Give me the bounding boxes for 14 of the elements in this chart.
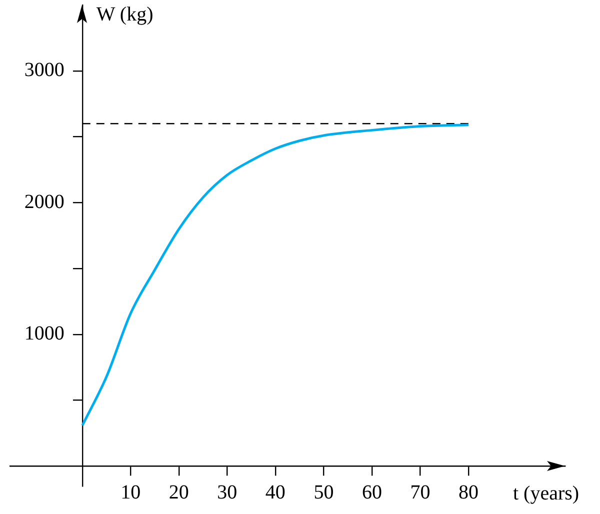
x-tick-label: 60 — [362, 481, 382, 504]
x-tick-label: 30 — [217, 481, 238, 504]
x-axis-title: t (years) — [513, 482, 580, 504]
x-tick-label: 80 — [458, 481, 478, 504]
y-axis-title: W (kg) — [96, 3, 154, 26]
y-tick-label: 1000 — [24, 322, 64, 345]
line-series — [81, 124, 470, 427]
x-tick-label: 50 — [314, 481, 334, 504]
y-tick-label: 3000 — [24, 59, 64, 82]
x-tick-label: 70 — [410, 481, 430, 504]
y-tick-label: 2000 — [24, 190, 64, 213]
x-tick-label: 20 — [168, 481, 189, 504]
x-tick-label: 10 — [120, 481, 141, 504]
x-tick-label: 40 — [265, 481, 286, 504]
